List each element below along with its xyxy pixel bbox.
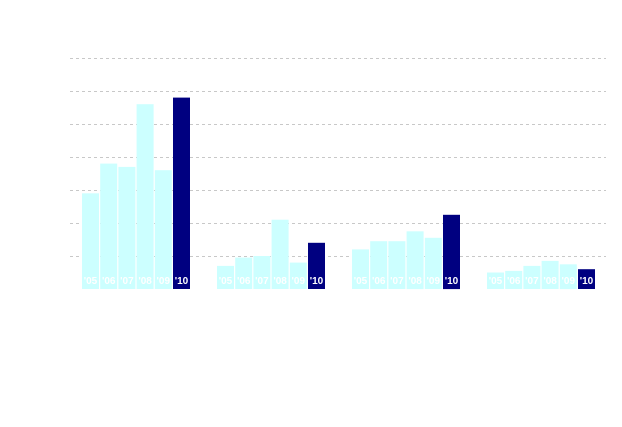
bar-year-label: '05 [84,276,98,287]
bar-year-label: '06 [372,276,386,287]
bar-year-label: '07 [390,276,404,287]
bar [118,166,136,289]
bar-year-label: '06 [507,276,521,287]
bar-year-label: '10 [310,276,324,287]
bar [253,256,271,289]
bar [271,219,289,289]
bar [541,260,559,289]
bar-year-label: '08 [138,276,152,287]
bar-highlight [173,97,190,289]
bar [505,270,523,289]
bar [235,257,253,289]
bar-year-label: '09 [157,276,171,287]
bar-group-4: '05 '06 '07 '08 '09 '10 [487,260,595,290]
bar [154,170,172,289]
bar-year-label: '08 [543,276,557,287]
bar-group-1: '05 '06 '07 '08 '09 '10 [82,97,190,289]
bar-year-label: '06 [237,276,251,287]
bar-highlight [308,242,325,289]
bar-year-label: '09 [292,276,306,287]
bar-year-label: '08 [273,276,287,287]
bar [424,237,442,289]
bar-year-label: '05 [219,276,233,287]
bar-year-label: '06 [102,276,116,287]
bar [388,241,406,289]
bar-year-label: '10 [580,276,594,287]
bar-year-label: '07 [525,276,539,287]
bar-year-label: '10 [445,276,459,287]
bar-year-label: '09 [427,276,441,287]
bar [487,272,504,289]
bar-group-2: '05 '06 '07 '08 '09 '10 [217,219,325,289]
bar [100,163,118,289]
bar [136,104,154,289]
bar [217,265,234,289]
bar [559,264,577,290]
bar [406,231,424,290]
bar-highlight [443,214,460,290]
bar-year-label: '08 [408,276,422,287]
bar-highlight [578,269,595,289]
bar [352,249,369,289]
bar-year-label: '07 [120,276,134,287]
bar-group-3: '05 '06 '07 '08 '09 '10 [352,214,460,290]
bar-year-label: '05 [489,276,503,287]
bar-year-label: '07 [255,276,269,287]
bar [289,262,307,289]
bar [82,193,99,289]
bar-year-label: '05 [354,276,368,287]
bar [523,265,541,289]
bar-year-label: '10 [175,276,189,287]
bar [370,241,388,289]
bar-year-label: '09 [562,276,576,287]
